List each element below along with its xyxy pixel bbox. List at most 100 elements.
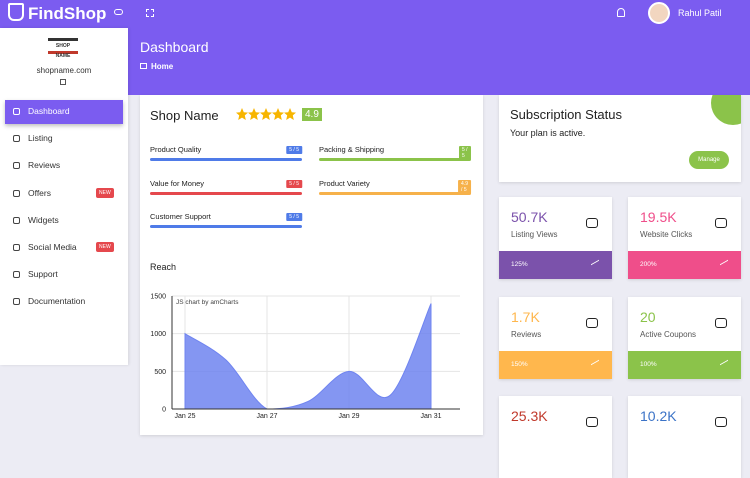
rating-badge: 4.9 [302,108,322,121]
menu-item[interactable]: Social Media NEW [0,236,128,260]
brand: FindShop [28,4,107,23]
page-title: Dashboard [140,39,209,55]
stat-change: 150% [511,360,528,368]
menu-label[interactable]: Reviews [28,160,61,171]
menu-icon [13,135,20,143]
stat-card: 19.5K Website Clicks 200% [628,197,741,279]
score-bar [150,225,302,228]
sidebar: SHOP NAME shopname.com Dashboard Listing R… [0,28,128,365]
menu-label[interactable]: Support [28,269,58,280]
score-badge: 5 / 5 [286,213,302,221]
stat-card: 1.7K Reviews 150% [499,296,612,379]
menu-item[interactable]: Offers NEW [0,182,128,206]
score-label: Product Variety [319,178,370,188]
score-badge: 4.9 / 5 [458,179,471,194]
menu-item[interactable]: Widgets [0,209,128,233]
menu-label[interactable]: Listing [28,133,53,144]
menu-label[interactable]: Social Media [28,242,77,252]
stat-value: 20 [640,308,656,325]
stat-label: Reviews [511,329,542,339]
trend-icon [720,359,728,368]
stat-value: 25.3K [511,408,548,424]
stat-footer: 200% [628,251,741,279]
score-label: Customer Support [150,212,211,221]
y-tick-label: 500 [154,369,166,376]
stat-card: 10.2K [628,396,741,478]
reach-chart: 0 500 1000 1500 Jan 25 Jan 27 Jan 29 Jan 31 JS c… [150,294,460,420]
score-label: Value for Money [150,178,205,188]
shop-logo: SHOP NAME [48,38,78,59]
x-tick-label: Jan 29 [338,413,359,420]
fullscreen-icon[interactable] [146,9,154,17]
x-tick-label: Jan 25 [174,413,195,420]
toggle-icon[interactable] [114,9,123,15]
stat-label: Listing Views [511,230,558,239]
menu-icon [13,189,20,197]
menu-item[interactable]: Reviews [0,154,128,178]
y-tick-label: 1000 [150,331,166,338]
subscription-title: Subscription Status [510,107,623,122]
stat-footer: 100% [628,350,741,379]
stat-value: 1.7K [511,308,540,325]
score-badge: 5 / 5 [286,179,302,188]
breadcrumb[interactable]: Home [151,62,174,71]
x-tick-label: Jan 27 [256,413,277,420]
shop-name: Shop Name [150,108,219,123]
subscription-status: Your plan is active. [510,128,586,138]
menu-item[interactable]: Listing [0,127,128,151]
user-name[interactable]: Rahul Patil [678,8,722,18]
score-label: Packing & Shipping [319,145,385,154]
menu-icon [13,108,20,115]
stat-card: 20 Active Coupons 100% [628,296,741,379]
stat-icon [586,218,598,228]
stat-card: 25.3K [499,396,612,478]
stat-label: Website Clicks [640,230,693,239]
score-bar [319,191,471,195]
avatar[interactable] [648,2,670,24]
chart-credit: JS chart by amCharts [176,299,239,306]
stat-value: 19.5K [640,209,677,225]
menu-label[interactable]: Offers [28,187,51,198]
logo-icon [8,3,24,21]
stat-value: 10.2K [640,408,677,424]
menu-icon [13,162,20,170]
stars [236,108,296,120]
score-bar [150,158,302,161]
stat-footer: 125% [499,251,612,279]
menu-icon [13,298,20,306]
menu-icon [13,271,20,279]
stat-icon [715,317,727,328]
menu-item[interactable]: Support [0,263,128,287]
menu-label[interactable]: Documentation [28,296,86,307]
menu-item[interactable]: Documentation [0,290,128,314]
menu-label[interactable]: Dashboard [28,106,70,116]
bell-icon[interactable] [617,8,625,17]
stat-value: 50.7K [511,209,548,225]
score-bar [319,158,471,161]
y-tick-label: 0 [162,407,166,414]
stat-icon [586,417,598,427]
stat-footer: 150% [499,350,612,379]
reach-area [184,303,432,410]
menu-item[interactable]: Dashboard [5,100,123,124]
score-bar [150,191,302,195]
menu-badge: NEW [96,242,114,252]
x-tick-label: Jan 31 [420,413,441,420]
trend-icon [720,259,728,269]
edit-icon[interactable] [60,79,66,85]
y-tick-label: 1500 [150,294,166,301]
stat-change: 200% [640,261,657,268]
manage-button[interactable]: Manage [689,151,729,169]
trend-icon [591,359,599,368]
stat-icon [715,417,727,427]
score-badge: 5 / 5 [286,146,302,154]
stat-icon [586,317,598,328]
stat-icon [715,218,727,228]
shop-site[interactable]: shopname.com [36,66,92,75]
score-label: Product Quality [150,145,202,154]
subscription-card: Subscription Status Your plan is active.… [499,95,741,182]
menu-label[interactable]: Widgets [28,214,59,225]
score-badge: 5 / 5 [459,146,471,160]
home-icon [140,63,147,69]
